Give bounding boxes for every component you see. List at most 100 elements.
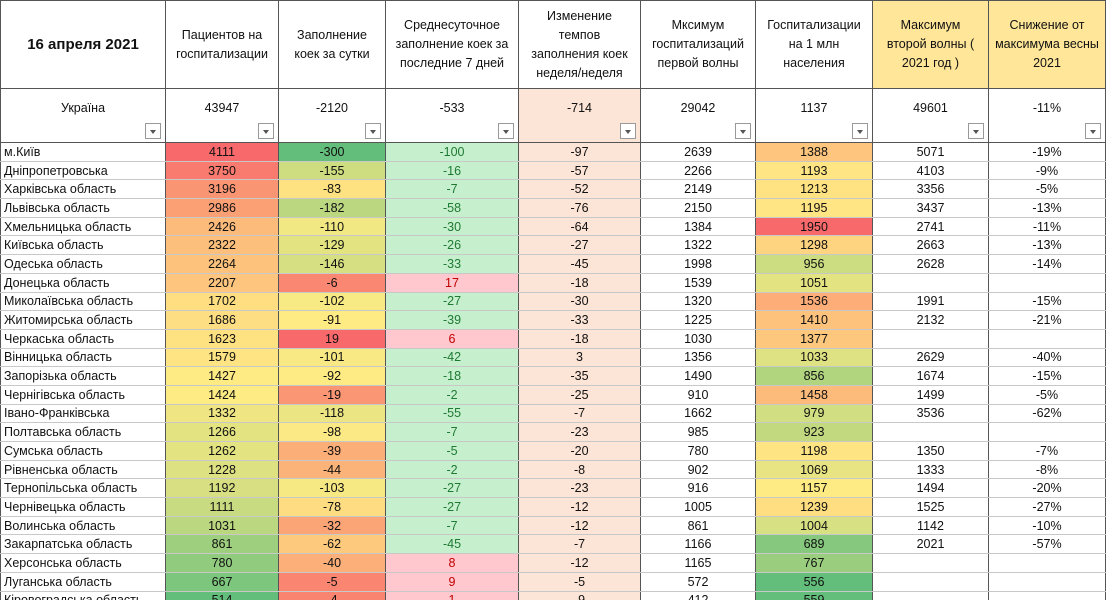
column-header: Госпитализации на 1 млн населения — [755, 0, 873, 89]
data-cell: -83 — [278, 179, 386, 200]
data-cell: -33 — [518, 310, 641, 330]
data-cell: 2986 — [165, 198, 279, 218]
data-cell: 1499 — [872, 384, 989, 405]
data-cell: -27 — [385, 478, 519, 499]
data-cell: 1298 — [755, 235, 873, 256]
data-cell: 2207 — [165, 272, 279, 293]
data-cell: 985 — [640, 422, 756, 442]
filter-button[interactable] — [1085, 123, 1101, 139]
data-cell: 1384 — [640, 216, 756, 237]
filter-button[interactable] — [852, 123, 868, 139]
data-cell: -100 — [385, 142, 519, 162]
data-cell: 2628 — [872, 254, 989, 274]
region-name: Вінницька область — [0, 347, 166, 368]
filter-button[interactable] — [735, 123, 751, 139]
data-cell: -7 — [385, 515, 519, 536]
data-row: Житомирська область 1686 -91 -39 -33 1225 1410… — [0, 310, 1106, 330]
data-cell: 956 — [755, 254, 873, 274]
data-cell: 3196 — [165, 179, 279, 200]
data-cell: 2266 — [640, 160, 756, 181]
data-cell: 1686 — [165, 310, 279, 330]
data-cell: 1051 — [755, 272, 873, 293]
data-cell: 1333 — [872, 459, 989, 480]
data-cell: 1228 — [165, 459, 279, 480]
column-header: Пациентов на госпитализации — [165, 0, 279, 89]
region-name: Чернігівська область — [0, 384, 166, 405]
region-name: Київська область — [0, 235, 166, 256]
data-cell: 1322 — [640, 235, 756, 256]
data-cell — [872, 422, 989, 442]
data-cell: 861 — [165, 534, 279, 555]
data-cell: -18 — [518, 272, 641, 293]
data-cell: -15% — [988, 366, 1106, 386]
data-cell: -27 — [385, 291, 519, 312]
data-cell: -26 — [385, 235, 519, 256]
data-cell: 1579 — [165, 347, 279, 368]
data-cell: 1069 — [755, 459, 873, 480]
region-name: Хмельницька область — [0, 216, 166, 237]
data-cell: 910 — [640, 384, 756, 405]
total-cell: -2120 — [278, 88, 386, 143]
data-cell: -7 — [385, 179, 519, 200]
total-row: Україна 43947 -2120 -533 -714 29042 1137 49601-… — [0, 88, 1106, 143]
data-cell: -13% — [988, 235, 1106, 256]
data-row: м.Київ 4111 -300 -100 -97 2639 1388 5071 -19% — [0, 142, 1106, 162]
data-cell: -8 — [518, 459, 641, 480]
data-cell: 689 — [755, 534, 873, 555]
data-cell: -97 — [518, 142, 641, 162]
total-cell: -533 — [385, 88, 519, 143]
data-cell: 1998 — [640, 254, 756, 274]
data-cell: 2322 — [165, 235, 279, 256]
region-name: м.Київ — [0, 142, 166, 162]
column-header: Среднесуточное заполнение коек за послед… — [385, 0, 519, 89]
data-cell: 1702 — [165, 291, 279, 312]
data-cell — [988, 590, 1106, 600]
data-cell: -13% — [988, 198, 1106, 218]
data-cell: -19% — [988, 142, 1106, 162]
data-cell: 1356 — [640, 347, 756, 368]
data-cell: 1213 — [755, 179, 873, 200]
filter-button[interactable] — [968, 123, 984, 139]
data-cell: -12 — [518, 553, 641, 573]
data-cell: -20% — [988, 478, 1106, 499]
data-cell: -20 — [518, 441, 641, 461]
data-row: Вінницька область 1579 -101 -42 3 1356 1033 262… — [0, 347, 1106, 368]
data-cell: 514 — [165, 590, 279, 600]
filter-button[interactable] — [498, 123, 514, 139]
data-cell: 1 — [385, 590, 519, 600]
data-row: Донецька область 2207 -6 17 -18 1539 1051 — [0, 272, 1106, 293]
data-cell: 3536 — [872, 403, 989, 424]
data-cell: -25 — [518, 384, 641, 405]
data-cell: -45 — [518, 254, 641, 274]
region-name: Дніпропетровська — [0, 160, 166, 181]
data-cell: 1195 — [755, 198, 873, 218]
filter-button[interactable] — [258, 123, 274, 139]
data-row: Луганська область 667 -5 9 -5 572 556 — [0, 571, 1106, 592]
data-cell: -103 — [278, 478, 386, 499]
data-cell: -23 — [518, 422, 641, 442]
region-name: Луганська область — [0, 571, 166, 592]
data-cell: 2426 — [165, 216, 279, 237]
filter-button[interactable] — [365, 123, 381, 139]
region-name: Волинська область — [0, 515, 166, 536]
data-cell: 2132 — [872, 310, 989, 330]
data-row: Рівненська область 1228 -44 -2 -8 902 1069 1333… — [0, 459, 1106, 480]
data-cell: 1005 — [640, 497, 756, 517]
data-cell: -7 — [518, 403, 641, 424]
data-cell: -5% — [988, 179, 1106, 200]
data-cell: 19 — [278, 328, 386, 349]
data-cell: -92 — [278, 366, 386, 386]
region-name: Тернопільська область — [0, 478, 166, 499]
data-cell — [872, 590, 989, 600]
data-cell: 1225 — [640, 310, 756, 330]
column-header: Мксимум госпитализаций первой волны — [640, 0, 756, 89]
data-cell: -40 — [278, 553, 386, 573]
region-name: Миколаївська область — [0, 291, 166, 312]
data-cell: 1262 — [165, 441, 279, 461]
data-cell: 3356 — [872, 179, 989, 200]
filter-button[interactable] — [620, 123, 636, 139]
data-cell: -300 — [278, 142, 386, 162]
data-cell — [872, 328, 989, 349]
data-cell: 1674 — [872, 366, 989, 386]
